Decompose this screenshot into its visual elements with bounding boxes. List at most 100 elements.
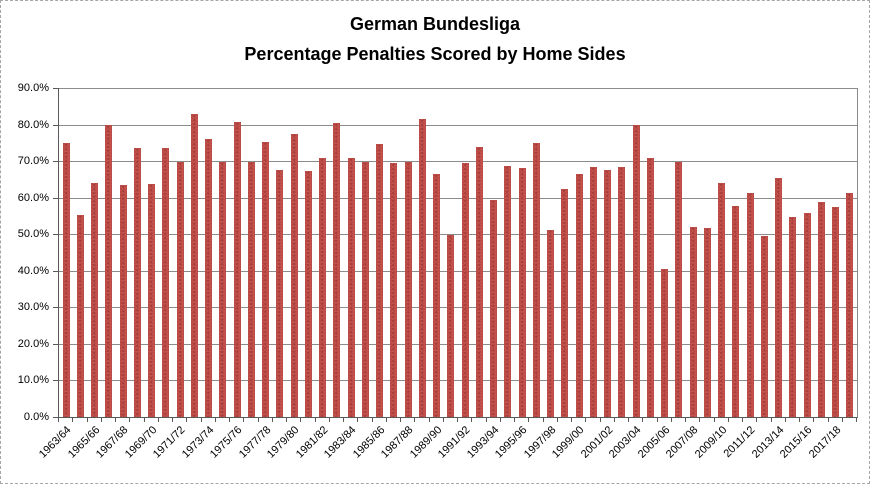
bar-1971/72	[176, 161, 184, 417]
x-axis-tick	[214, 418, 216, 422]
bar-2002/03	[618, 167, 626, 417]
x-axis-tick	[799, 418, 800, 422]
bar-1976/77	[247, 162, 255, 417]
y-axis-tick	[53, 234, 58, 236]
x-axis-tick	[186, 418, 188, 422]
bar-1986/87	[390, 163, 398, 417]
bar-1992/93	[475, 147, 483, 417]
x-axis-tick	[556, 418, 558, 422]
x-axis-tick	[143, 418, 145, 422]
x-axis-tick	[599, 418, 601, 422]
y-tick-label: 20.0%	[17, 337, 49, 350]
x-axis-tick	[827, 418, 829, 422]
chart-title-line1: German Bundesliga	[349, 14, 521, 34]
x-axis-tick	[613, 418, 615, 422]
bar-1979/80	[290, 134, 298, 417]
y-tick-label: 70.0%	[17, 155, 49, 168]
x-axis-tick	[58, 418, 59, 422]
y-axis-tick	[53, 124, 58, 126]
bar-2010/11	[732, 206, 740, 417]
bar-1983/84	[347, 157, 355, 417]
x-axis-tick	[699, 418, 701, 422]
y-axis-tick	[53, 417, 58, 418]
x-axis-tick	[770, 418, 772, 422]
plot-area	[58, 88, 858, 418]
x-axis-tick	[314, 418, 316, 422]
x-axis-tick	[585, 418, 587, 422]
x-axis-tick	[756, 418, 758, 422]
x-axis-tick	[129, 418, 131, 422]
x-axis-tick	[385, 418, 387, 422]
x-axis-tick	[100, 418, 102, 422]
bar-2012/13	[760, 236, 768, 417]
bar-1990/91	[447, 235, 455, 417]
x-axis-tick	[86, 418, 88, 422]
x-axis-tick	[471, 418, 473, 422]
bar-1967/68	[119, 184, 127, 417]
x-axis-tick	[286, 418, 287, 422]
gridline	[59, 88, 857, 89]
bar-1998/99	[561, 189, 569, 417]
y-axis-tick	[53, 197, 58, 199]
bar-2008/09	[703, 228, 711, 417]
bar-1965/66	[91, 183, 99, 417]
x-axis-tick	[542, 418, 544, 422]
x-axis-tick	[784, 418, 786, 422]
y-tick-label: 40.0%	[17, 264, 49, 277]
bar-2016/17	[817, 201, 825, 417]
gridline	[59, 270, 857, 272]
bar-2001/02	[604, 169, 612, 417]
x-axis-tick	[400, 418, 401, 422]
x-axis-tick	[428, 418, 430, 422]
bar-1993/94	[490, 200, 498, 417]
bar-1991/92	[461, 162, 469, 417]
bar-1978/79	[276, 169, 284, 417]
bar-2009/10	[718, 183, 726, 417]
bar-1996/97	[532, 142, 540, 417]
bar-1970/71	[162, 148, 170, 417]
chart-title: German Bundesliga Percentage Penalties S…	[1, 9, 869, 69]
y-axis-tick	[53, 88, 58, 89]
x-axis-tick	[813, 418, 815, 422]
x-axis-tick	[229, 418, 230, 422]
x-axis-tick	[328, 418, 330, 422]
bar-2000/01	[589, 166, 597, 417]
x-axis-tick	[571, 418, 572, 422]
x-axis-tick	[713, 418, 715, 422]
bar-2015/16	[803, 213, 811, 417]
x-axis-tick	[656, 418, 658, 422]
x-axis-tick	[485, 418, 487, 422]
x-axis-tick	[642, 418, 644, 422]
y-tick-label: 80.0%	[17, 118, 49, 131]
x-axis-tick	[200, 418, 202, 422]
x-axis-tick	[670, 418, 672, 422]
bar-1963/64	[62, 142, 70, 417]
x-axis-tick	[172, 418, 173, 422]
x-axis-tick	[628, 418, 629, 422]
bar-1969/70	[148, 183, 156, 417]
bar-1987/88	[404, 161, 412, 417]
bar-2014/15	[789, 216, 797, 417]
x-axis-tick	[856, 418, 857, 422]
bar-1995/96	[518, 168, 526, 417]
bar-1982/83	[333, 122, 341, 417]
bar-1984/85	[361, 162, 369, 417]
bar-1974/75	[219, 161, 227, 417]
bar-2003/04	[632, 124, 640, 417]
gridline	[59, 124, 857, 126]
bar-2005/06	[661, 269, 669, 417]
y-tick-label: 0.0%	[23, 411, 49, 423]
x-axis-tick	[243, 418, 245, 422]
gridline	[59, 307, 857, 309]
bar-1966/67	[105, 124, 113, 417]
x-axis-tick	[528, 418, 530, 422]
bar-2007/08	[689, 227, 697, 417]
bar-1968/69	[133, 147, 141, 417]
x-axis-tick	[343, 418, 344, 422]
x-axis-tick	[357, 418, 359, 422]
x-axis-tick	[414, 418, 416, 422]
bar-2011/12	[746, 192, 754, 417]
gridline	[59, 197, 857, 199]
y-axis-tick	[53, 380, 58, 382]
